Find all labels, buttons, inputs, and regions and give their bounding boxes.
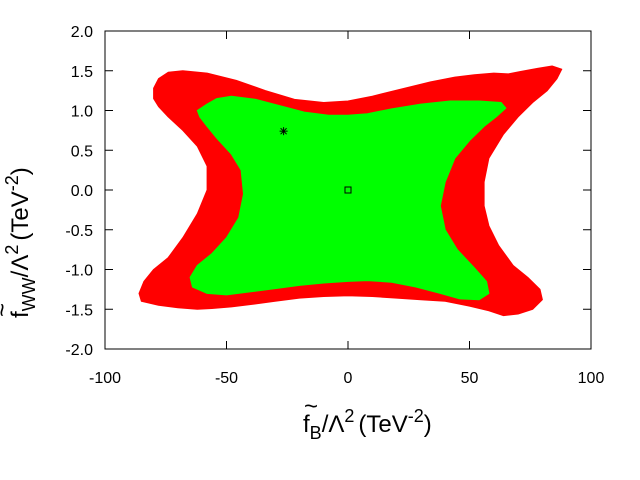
x-tick-label: -100	[89, 370, 121, 387]
x-tick-label: 0	[344, 370, 353, 387]
y-tick-label: 0.5	[71, 143, 93, 160]
x-axis-label: fB/Λ2 (TeV-2)	[303, 406, 432, 443]
y-axis-label: fWW/Λ2(TeV-2)	[2, 167, 39, 318]
y-tick-label: -0.5	[65, 223, 93, 240]
x-tick-label: -50	[215, 370, 238, 387]
y-tick-label: -2.0	[65, 342, 93, 359]
y-axis-label-tilde: ~	[0, 303, 16, 317]
x-tick-label: 50	[461, 370, 479, 387]
y-tick-label: 0.0	[71, 183, 93, 200]
y-tick-label: 2.0	[71, 24, 93, 41]
ticks: -100 -50 0 50 100 -2.0 -1.5 -1.0 -0.5 0.0 0.5 1.0 1.…	[65, 24, 604, 387]
y-tick-label: 1.5	[71, 64, 93, 81]
y-tick-label: 1.0	[71, 104, 93, 121]
x-tick-label: 100	[578, 370, 605, 387]
y-axis-label-group: fWW/Λ2(TeV-2) ~	[0, 167, 39, 318]
markers	[279, 127, 352, 194]
confidence-regions	[138, 65, 563, 317]
star-marker	[279, 127, 288, 136]
y-tick-label: -1.0	[65, 263, 93, 280]
region-1	[189, 95, 507, 301]
y-tick-label: -1.5	[65, 302, 93, 319]
x-axis-label-tilde: ~	[304, 393, 318, 420]
square-marker	[344, 186, 352, 194]
